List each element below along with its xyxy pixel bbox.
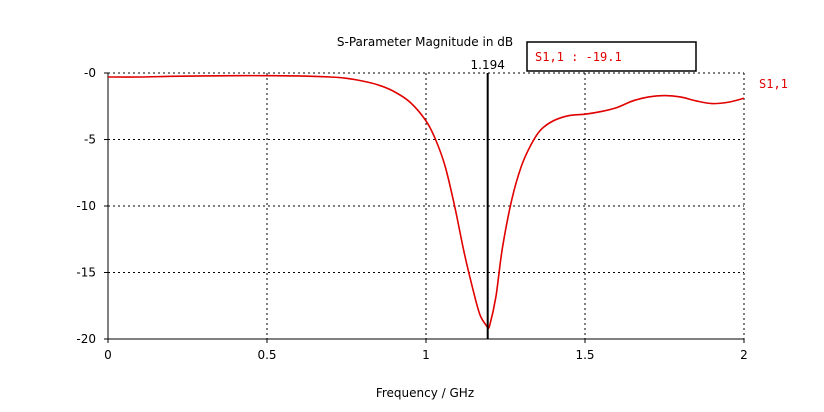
- chart-title: S-Parameter Magnitude in dB: [337, 35, 513, 49]
- y-tick-label: -0: [84, 66, 96, 80]
- y-tick-label: -15: [76, 266, 96, 280]
- marker-readout: S1,1 : -19.1: [535, 50, 622, 64]
- x-tick-label: 0.5: [257, 348, 276, 362]
- marker-x-label: 1.194: [471, 58, 505, 72]
- x-tick-label: 0: [104, 348, 112, 362]
- marker[interactable]: 1.194: [471, 58, 505, 339]
- x-axis-label: Frequency / GHz: [376, 386, 474, 400]
- legend-entry-s11: S1,1: [759, 77, 788, 91]
- grid: [108, 72, 745, 339]
- x-tick-label: 1.5: [575, 348, 594, 362]
- x-tick-label: 2: [740, 348, 748, 362]
- readout-frame: [526, 41, 697, 72]
- y-tick-label: -10: [76, 199, 96, 213]
- marker-readout-box: S1,1 : -19.1: [526, 41, 697, 72]
- y-tick-label: -5: [84, 133, 96, 147]
- y-tick-label: -20: [76, 332, 96, 346]
- tick-labels: 0 0.5 1 1.5 2 -0 -5 -10 -15 -20: [76, 66, 747, 362]
- x-tick-label: 1: [422, 348, 430, 362]
